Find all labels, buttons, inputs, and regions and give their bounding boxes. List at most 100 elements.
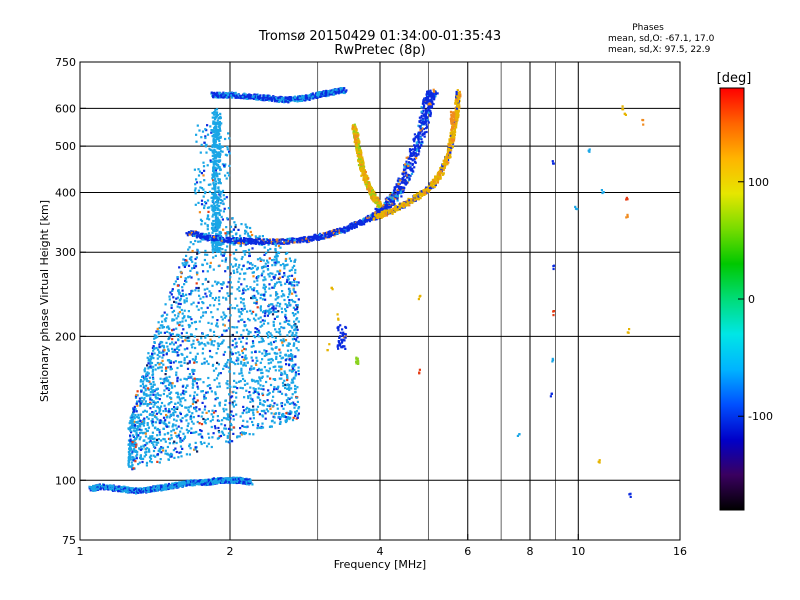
- data-point: [193, 380, 197, 383]
- data-point: [143, 487, 146, 490]
- data-point: [194, 357, 197, 360]
- data-point: [209, 338, 212, 341]
- data-point: [198, 320, 201, 323]
- data-point: [218, 147, 221, 150]
- data-point: [302, 240, 305, 243]
- data-point: [260, 240, 263, 243]
- data-point: [232, 252, 235, 255]
- data-point: [193, 335, 196, 338]
- data-point: [333, 234, 336, 237]
- data-point: [218, 167, 222, 170]
- data-point: [208, 266, 212, 269]
- data-point: [151, 391, 154, 394]
- data-point: [196, 338, 199, 341]
- data-point: [188, 410, 191, 413]
- data-point: [144, 451, 147, 454]
- data-point: [217, 196, 220, 199]
- data-point: [227, 432, 230, 435]
- data-point: [209, 183, 212, 186]
- data-point: [155, 441, 158, 444]
- data-point: [269, 407, 272, 410]
- data-point: [156, 427, 160, 431]
- data-point: [246, 382, 249, 385]
- data-point: [187, 375, 190, 378]
- data-point: [271, 359, 274, 362]
- data-point: [248, 391, 251, 394]
- data-point: [227, 319, 230, 322]
- data-point: [195, 430, 198, 434]
- data-point: [144, 453, 148, 456]
- data-point: [169, 487, 172, 490]
- data-point: [397, 183, 400, 186]
- data-point: [291, 292, 294, 295]
- data-point: [308, 237, 311, 240]
- data-point: [218, 133, 221, 136]
- data-point: [177, 315, 180, 318]
- data-point: [257, 292, 260, 295]
- data-point: [136, 436, 139, 439]
- data-point: [276, 293, 279, 296]
- data-point: [237, 310, 240, 313]
- data-point: [294, 374, 297, 377]
- data-point: [296, 386, 299, 389]
- data-point: [214, 398, 217, 401]
- data-point: [218, 435, 221, 438]
- data-point: [149, 398, 152, 401]
- data-point: [283, 370, 286, 373]
- data-point: [292, 239, 295, 243]
- data-point: [165, 376, 168, 379]
- data-point: [281, 381, 285, 385]
- data-point: [215, 397, 218, 400]
- data-point: [291, 378, 294, 381]
- data-point: [218, 224, 222, 227]
- data-point: [228, 393, 231, 396]
- data-point: [129, 420, 132, 423]
- data-point: [267, 410, 270, 413]
- data-point: [196, 450, 199, 453]
- data-point: [129, 434, 132, 437]
- data-point: [277, 331, 280, 334]
- data-point: [197, 286, 200, 290]
- data-point: [246, 361, 249, 364]
- data-point: [207, 483, 210, 486]
- data-point: [201, 232, 204, 235]
- data-point: [181, 392, 184, 395]
- data-point: [164, 449, 167, 452]
- data-point: [214, 180, 218, 183]
- data-point: [155, 438, 159, 441]
- data-point: [266, 404, 269, 407]
- data-point: [168, 454, 171, 457]
- data-point: [286, 378, 289, 382]
- data-point: [218, 172, 221, 175]
- data-point: [274, 369, 277, 372]
- data-point: [269, 403, 272, 407]
- data-point: [216, 197, 219, 200]
- data-point: [249, 331, 252, 334]
- data-point: [227, 366, 230, 369]
- data-point: [134, 487, 138, 490]
- data-point: [297, 369, 300, 373]
- data-point: [239, 386, 242, 389]
- data-point: [245, 328, 249, 331]
- data-point: [257, 317, 260, 320]
- data-point: [242, 480, 245, 483]
- data-point: [259, 257, 262, 260]
- data-point: [396, 191, 399, 194]
- data-point: [169, 342, 172, 345]
- data-point: [195, 178, 198, 181]
- data-point: [346, 226, 349, 229]
- data-point: [218, 219, 221, 222]
- data-point: [251, 379, 254, 383]
- data-point: [175, 347, 178, 350]
- data-point: [177, 401, 180, 404]
- data-point: [210, 445, 213, 449]
- data-point: [157, 441, 160, 444]
- data-point: [240, 340, 243, 343]
- data-point: [285, 280, 289, 283]
- data-point: [256, 241, 259, 244]
- data-point: [210, 341, 213, 344]
- data-point: [250, 351, 253, 354]
- data-point: [294, 414, 297, 417]
- data-point: [350, 226, 354, 229]
- data-point: [240, 268, 243, 271]
